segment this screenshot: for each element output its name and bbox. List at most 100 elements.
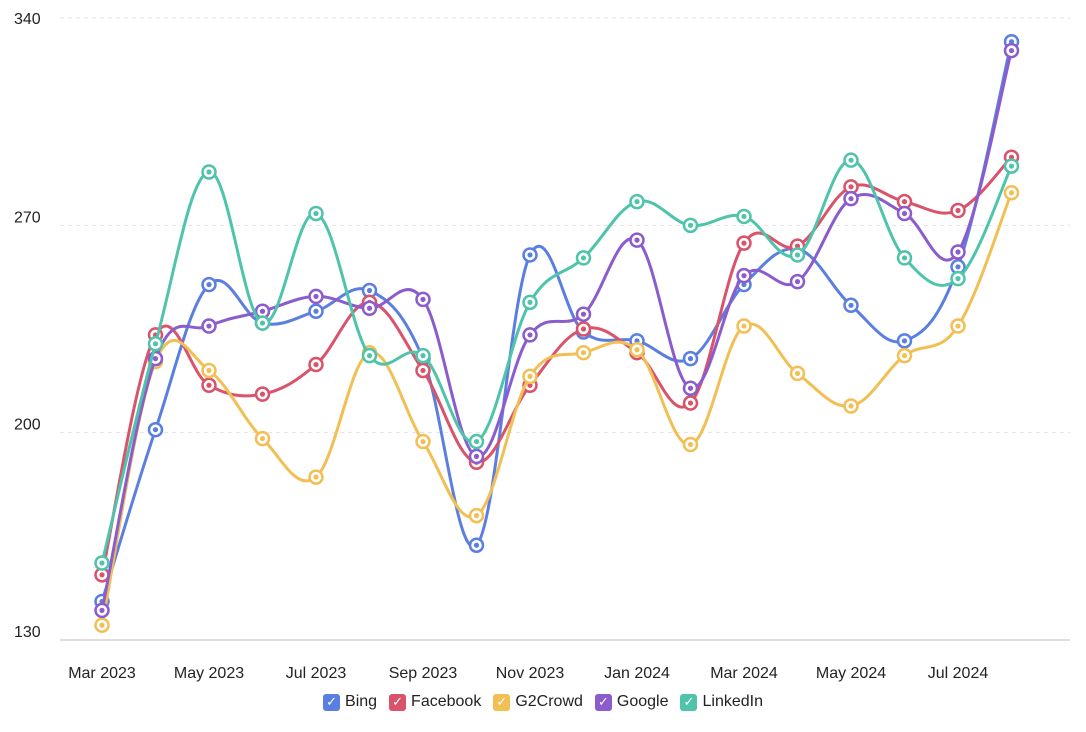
data-point-core-g2crowd <box>420 438 426 445</box>
data-point-core-g2crowd <box>794 370 801 377</box>
checkbox-icon: ✓ <box>323 693 341 711</box>
data-point-core-linkedin <box>473 438 480 445</box>
data-point-core-g2crowd <box>313 474 319 480</box>
data-point-core-google <box>527 332 533 338</box>
legend-label: Facebook <box>411 693 482 710</box>
legend-label: Google <box>616 693 669 710</box>
series-line-facebook <box>100 156 1013 576</box>
data-point-core-bing <box>955 264 961 270</box>
data-point-core-google <box>741 273 747 279</box>
x-tick-label: Jan 2024 <box>604 665 670 682</box>
data-point-core-google <box>901 210 908 217</box>
data-point-core-linkedin <box>259 320 266 326</box>
data-point-core-g2crowd <box>259 435 266 442</box>
legend-label: LinkedIn <box>702 693 763 710</box>
data-point-core-facebook <box>259 391 266 397</box>
data-point-core-linkedin <box>152 341 159 347</box>
legend-item-facebook[interactable]: ✓ Facebook <box>389 693 481 711</box>
data-point-core-bing <box>687 356 694 362</box>
x-tick-label: Sep 2023 <box>389 665 458 682</box>
data-point-core-facebook <box>420 367 426 374</box>
legend-item-g2crowd[interactable]: ✓ G2Crowd <box>493 693 583 711</box>
legend: ✓ Bing ✓ Facebook ✓ G2Crowd ✓ Google ✓ LinkedIn <box>0 693 1086 711</box>
data-point-core-google <box>366 305 373 311</box>
checkbox-icon: ✓ <box>493 693 511 711</box>
data-point-core-linkedin <box>794 252 801 258</box>
data-point-core-google <box>687 385 694 391</box>
data-point-core-g2crowd <box>741 323 747 329</box>
data-point-core-google <box>955 249 961 255</box>
data-point-core-google <box>420 296 426 302</box>
legend-item-google[interactable]: ✓ Google <box>594 693 669 711</box>
data-point-core-linkedin <box>580 255 587 261</box>
data-point-core-linkedin <box>955 276 961 282</box>
data-point-core-g2crowd <box>687 441 694 448</box>
series-line-google <box>100 50 1013 611</box>
grid <box>60 17 1070 641</box>
data-point-core-linkedin <box>901 255 908 261</box>
x-tick-label: Mar 2024 <box>710 665 778 682</box>
data-point-core-g2crowd <box>527 373 533 379</box>
data-point-core-g2crowd <box>955 323 961 329</box>
data-point-core-google <box>634 237 640 243</box>
x-tick-label: Jul 2023 <box>286 665 347 682</box>
data-point-core-g2crowd <box>848 403 854 409</box>
data-point-core-google <box>259 308 266 314</box>
data-point-core-google <box>206 323 212 329</box>
checkbox-icon: ✓ <box>680 693 698 711</box>
data-point-core-linkedin <box>366 353 373 359</box>
data-point-core-facebook <box>955 207 961 214</box>
series-facebook <box>94 149 1020 583</box>
data-point-core-linkedin <box>313 210 319 217</box>
data-point-core-g2crowd <box>206 367 212 374</box>
data-point-core-g2crowd <box>99 622 105 628</box>
data-point-core-g2crowd <box>901 353 908 359</box>
data-point-core-facebook <box>848 184 854 190</box>
data-point-core-linkedin <box>420 353 426 359</box>
data-point-core-google <box>473 453 480 459</box>
data-point-core-bing <box>901 338 908 344</box>
data-point-core-linkedin <box>687 222 694 228</box>
data-point-core-linkedin <box>1008 163 1015 169</box>
data-point-core-linkedin <box>206 169 212 175</box>
checkbox-icon: ✓ <box>594 693 612 711</box>
data-point-core-bing <box>152 427 159 433</box>
legend-item-linkedin[interactable]: ✓ LinkedIn <box>680 693 763 711</box>
data-point-core-facebook <box>580 326 587 332</box>
data-point-core-facebook <box>741 240 747 246</box>
data-point-core-bing <box>366 287 373 294</box>
x-tick-label: May 2024 <box>816 665 886 682</box>
data-point-core-facebook <box>901 199 908 205</box>
data-point-core-g2crowd <box>634 347 640 353</box>
data-point-core-g2crowd <box>1008 190 1015 196</box>
series-linkedin <box>94 152 1020 571</box>
data-point-core-google <box>99 607 105 613</box>
data-point-core-linkedin <box>741 213 747 220</box>
data-point-core-google <box>580 311 587 317</box>
legend-label: G2Crowd <box>515 693 583 710</box>
data-point-core-bing <box>206 281 212 288</box>
series-group <box>94 33 1020 633</box>
data-point-core-facebook <box>687 400 694 406</box>
data-point-core-bing <box>848 302 854 308</box>
data-point-core-facebook <box>99 572 105 578</box>
x-tick-label: Jul 2024 <box>928 665 989 682</box>
data-point-core-bing <box>313 308 319 314</box>
data-point-core-g2crowd <box>580 350 587 356</box>
data-point-core-linkedin <box>848 157 854 163</box>
data-point-core-google <box>152 356 159 362</box>
data-point-core-facebook <box>313 361 319 368</box>
data-point-core-linkedin <box>634 199 640 205</box>
data-point-core-facebook <box>206 382 212 388</box>
series-line-linkedin <box>100 158 1013 564</box>
legend-item-bing[interactable]: ✓ Bing <box>323 693 377 711</box>
data-point-core-bing <box>527 252 533 258</box>
series-google <box>94 42 1020 619</box>
y-tick-label: 270 <box>14 209 41 226</box>
checkbox-icon: ✓ <box>389 693 407 711</box>
y-tick-label: 340 <box>14 11 41 28</box>
data-point-core-linkedin <box>99 560 105 566</box>
data-point-core-google <box>313 293 319 300</box>
x-tick-label: Nov 2023 <box>496 665 565 682</box>
